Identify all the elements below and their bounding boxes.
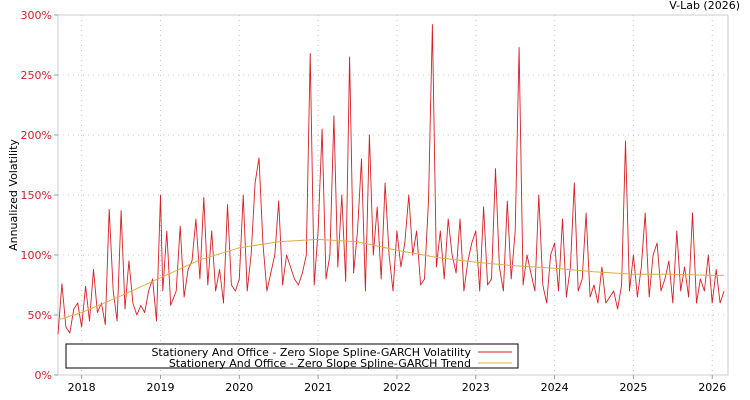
series-layer [57,24,725,335]
credit-label: V-Lab (2026) [669,0,740,12]
grid [58,15,728,375]
y-tick-label: 50% [28,309,52,322]
x-tick-label: 2021 [304,381,332,394]
x-tick-label: 2020 [225,381,253,394]
x-tick-label: 2018 [68,381,96,394]
x-tick-label: 2022 [383,381,411,394]
legend-label-volatility: Stationery And Office - Zero Slope Splin… [151,346,471,359]
y-tick-label: 200% [21,129,52,142]
x-tick-label: 2019 [146,381,174,394]
legend-label-trend: Stationery And Office - Zero Slope Splin… [169,357,471,370]
y-tick-label: 0% [35,369,52,382]
x-tick-label: 2024 [541,381,569,394]
y-axis-ticks: 0% 50% 100% 150% 200% 250% 300% [21,9,58,382]
series-line-trend [57,238,725,321]
x-axis-ticks: 2018 2019 2020 2021 2022 2023 2024 2025 2026 [68,375,726,394]
x-tick-label: 2023 [462,381,490,394]
legend: Stationery And Office - Zero Slope Splin… [65,343,519,370]
y-tick-label: 150% [21,189,52,202]
y-tick-label: 100% [21,249,52,262]
legend-box [65,343,519,369]
x-tick-label: 2025 [619,381,647,394]
series-line-volatility [57,24,725,335]
y-axis-label: Annualized Volatility [7,139,20,251]
x-tick-label: 2026 [698,381,726,394]
y-tick-label: 300% [21,9,52,22]
y-tick-label: 250% [21,69,52,82]
